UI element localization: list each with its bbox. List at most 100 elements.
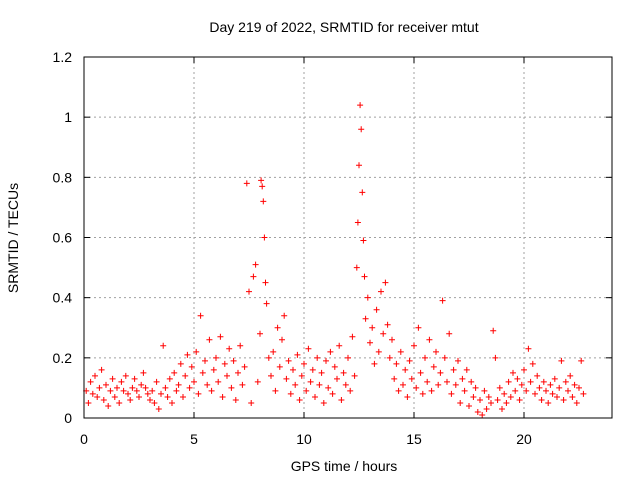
data-point-marker <box>562 378 569 385</box>
data-point-marker <box>573 399 580 406</box>
data-point-marker <box>175 381 182 388</box>
data-point-marker <box>272 387 279 394</box>
data-point-marker <box>213 354 219 361</box>
data-point-marker <box>448 390 455 397</box>
y-tick-label: 0.4 <box>53 290 73 306</box>
data-point-marker <box>270 348 277 355</box>
data-point-marker <box>426 336 433 343</box>
x-axis-label: GPS time / hours <box>291 458 398 474</box>
data-point-marker <box>258 177 265 184</box>
data-point-marker <box>92 372 98 379</box>
data-point-marker <box>248 399 255 406</box>
data-point-marker <box>375 348 382 355</box>
data-point-marker <box>265 354 272 361</box>
data-point-marker <box>94 393 101 400</box>
data-point-marker <box>87 378 94 385</box>
data-point-marker <box>316 381 323 388</box>
data-point-marker <box>217 333 224 340</box>
data-point-marker <box>351 372 358 379</box>
data-point-marker <box>263 300 270 307</box>
x-tick-labels: 0 5 10 15 20 <box>80 431 532 447</box>
data-point-marker <box>307 378 314 385</box>
data-point-marker <box>492 354 499 361</box>
data-point-marker <box>514 375 521 382</box>
data-point-marker <box>312 393 318 400</box>
data-point-marker <box>268 372 274 379</box>
data-point-marker <box>138 381 145 388</box>
data-point-marker <box>226 345 233 352</box>
data-point-marker <box>538 396 545 403</box>
data-point-marker <box>230 357 237 364</box>
data-point-marker <box>391 375 398 382</box>
data-point-marker <box>549 390 556 397</box>
data-point-marker <box>578 357 585 364</box>
data-point-marker <box>356 162 362 169</box>
y-tick-label: 0.2 <box>53 350 73 366</box>
x-tick-label: 5 <box>190 431 198 447</box>
data-point-marker <box>505 378 512 385</box>
data-point-marker <box>468 378 475 385</box>
data-point-marker <box>558 357 565 364</box>
data-point-marker <box>283 375 290 382</box>
data-point-marker <box>274 324 281 331</box>
data-point-marker <box>494 396 501 403</box>
data-point-marker <box>259 183 266 190</box>
data-point-marker <box>518 381 525 388</box>
data-point-marker <box>252 261 259 268</box>
x-tick-label: 15 <box>406 431 422 447</box>
data-point-marker <box>296 396 303 403</box>
data-point-marker <box>547 381 554 388</box>
data-point-marker <box>540 378 547 385</box>
data-point-marker <box>191 378 197 385</box>
data-point-marker <box>516 396 523 403</box>
data-point-marker <box>142 384 149 391</box>
data-point-marker <box>260 198 267 205</box>
data-point-marker <box>109 375 116 382</box>
data-point-marker <box>202 357 208 364</box>
data-point-marker <box>169 399 175 406</box>
data-point-marker <box>325 384 332 391</box>
data-point-marker <box>208 387 215 394</box>
data-point-marker <box>380 330 387 337</box>
data-point-marker <box>246 288 252 295</box>
data-point-marker <box>96 384 103 391</box>
data-point-marker <box>359 189 366 196</box>
data-point-marker <box>221 360 228 367</box>
data-point-marker <box>490 327 497 334</box>
data-point-marker <box>303 387 310 394</box>
data-point-marker <box>560 396 567 403</box>
data-point-marker <box>525 345 532 352</box>
data-point-marker <box>164 393 171 400</box>
data-point-marker <box>406 357 413 364</box>
y-tick-label: 0.8 <box>53 169 73 185</box>
data-point-marker <box>136 393 142 400</box>
data-point-marker <box>281 312 288 319</box>
data-point-marker <box>527 378 534 385</box>
data-point-marker <box>224 372 230 379</box>
data-point-marker <box>437 369 444 376</box>
data-point-marker <box>361 273 368 280</box>
y-axis-label: SRMTID / TECUs <box>5 183 21 293</box>
data-point-marker <box>507 393 514 400</box>
data-point-marker <box>98 366 105 373</box>
data-point-marker <box>450 366 457 373</box>
data-point-marker <box>338 396 345 403</box>
data-point-marker <box>543 387 549 394</box>
data-point-marker <box>430 363 437 370</box>
data-point-marker <box>237 342 244 349</box>
data-point-marker <box>180 393 186 400</box>
data-point-marker <box>463 366 470 373</box>
data-point-marker <box>155 405 162 412</box>
data-point-marker <box>177 360 184 367</box>
data-point-marker <box>103 381 109 388</box>
data-point-marker <box>334 375 340 382</box>
data-point-marker <box>133 387 140 394</box>
data-point-marker <box>262 279 269 286</box>
x-tick-label: 20 <box>516 431 532 447</box>
data-point-marker <box>567 372 574 379</box>
data-point-marker <box>239 381 246 388</box>
data-point-marker <box>173 387 180 394</box>
data-point-marker <box>485 393 492 400</box>
